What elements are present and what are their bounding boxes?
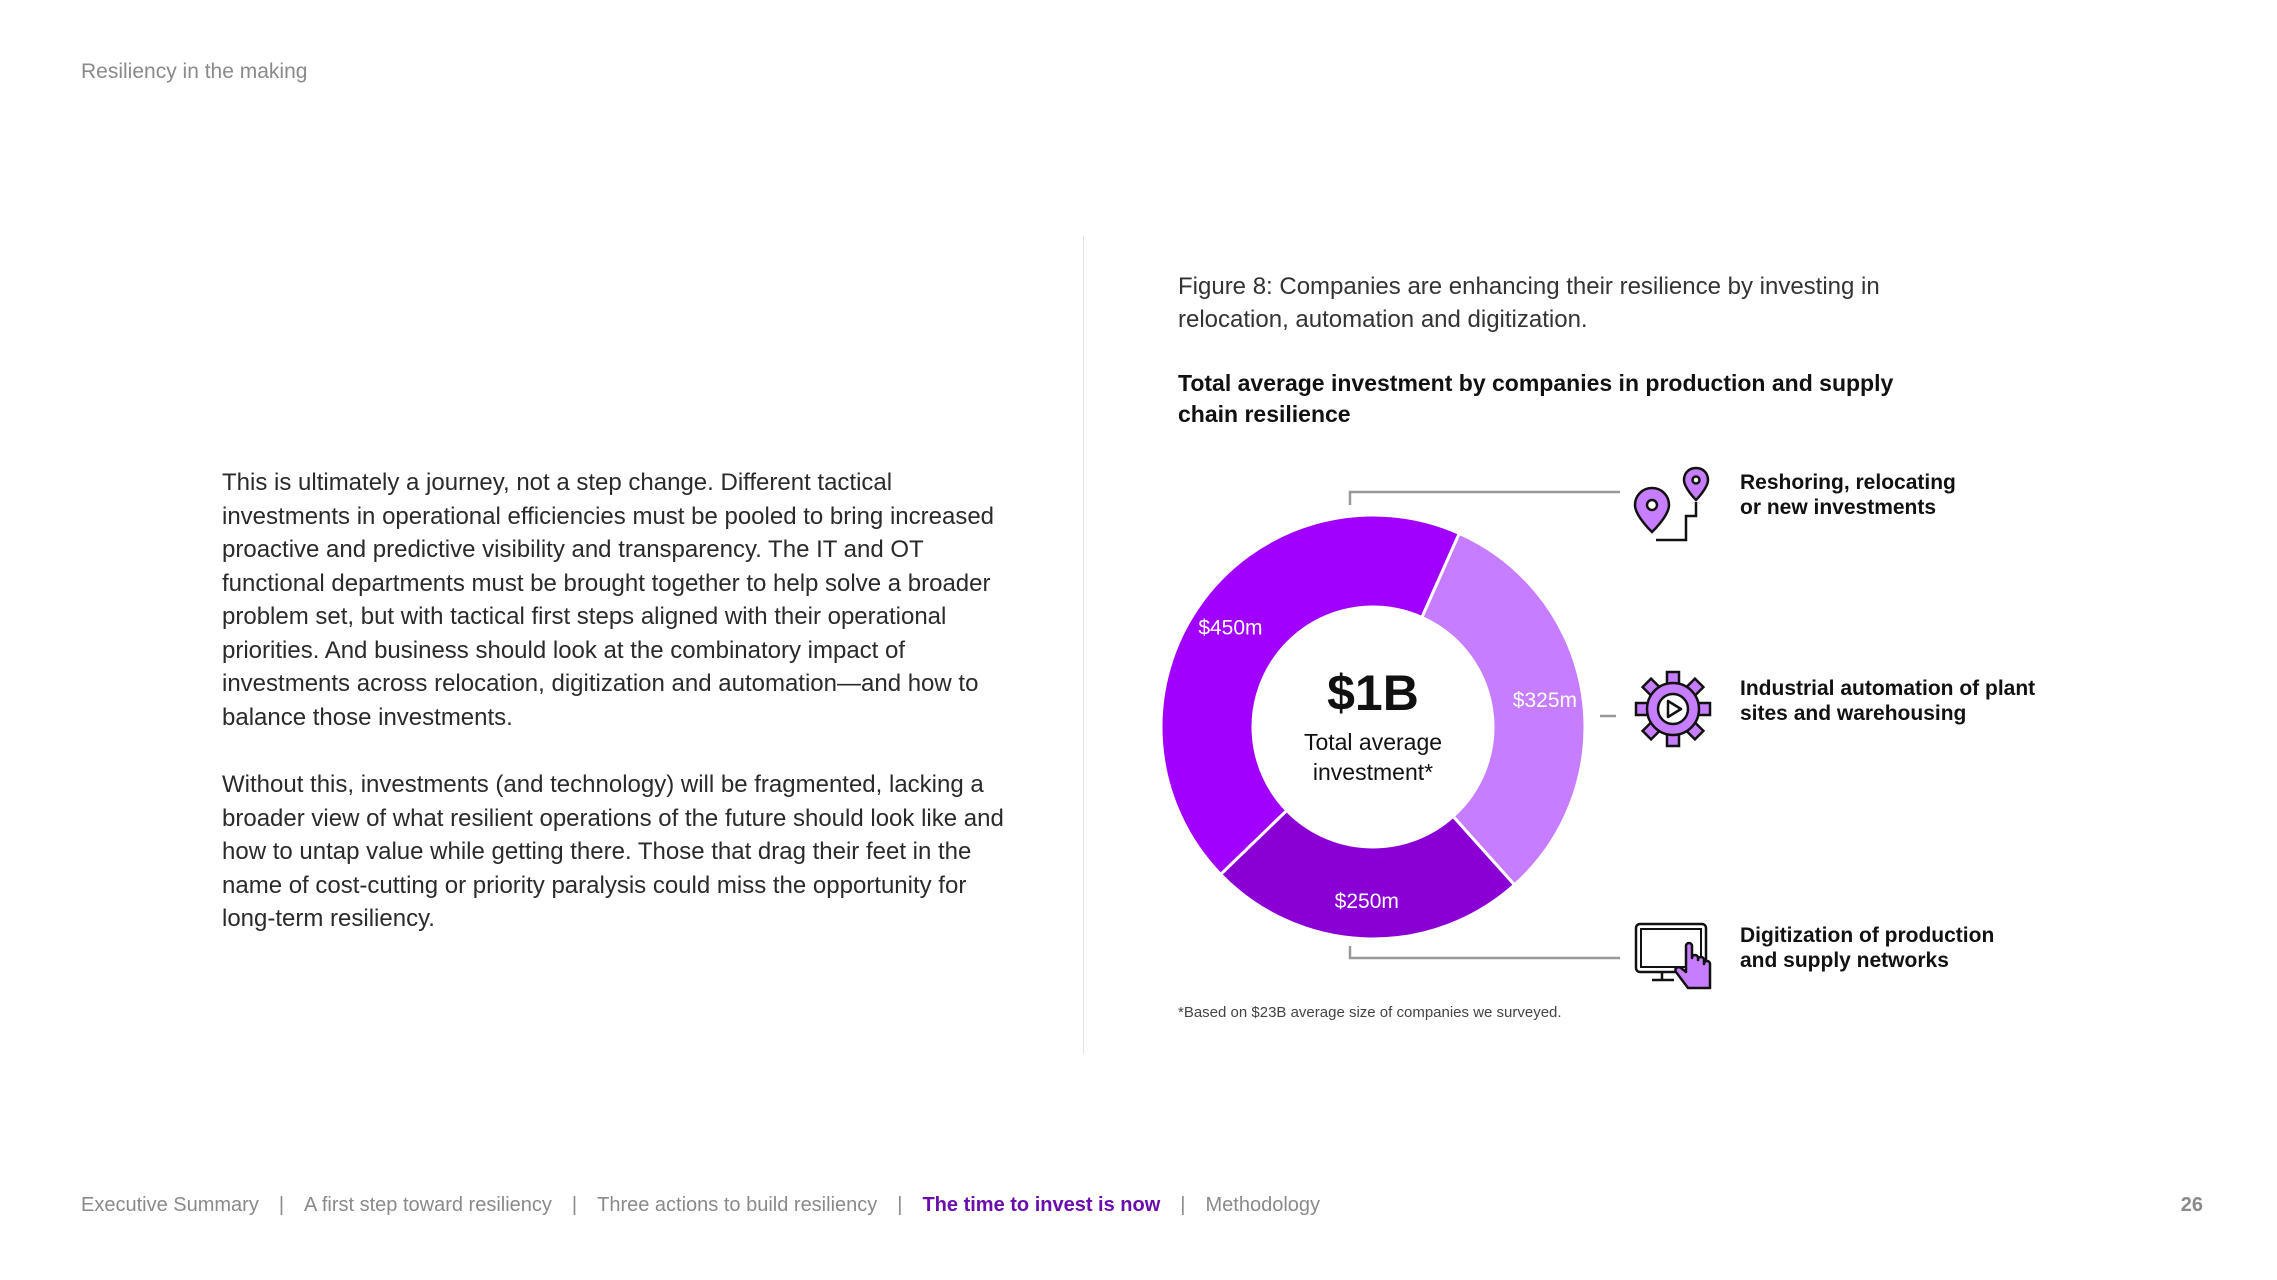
footer-nav: Executive Summary | A first step toward … bbox=[81, 1194, 1320, 1217]
nav-methodology[interactable]: Methodology bbox=[1205, 1194, 1321, 1216]
touch-screen-icon bbox=[1634, 922, 1712, 990]
segment-label-250m: $250m bbox=[1335, 890, 1399, 913]
nav-executive-summary[interactable]: Executive Summary bbox=[81, 1194, 259, 1216]
nav-separator: | bbox=[897, 1194, 903, 1216]
legend-reshoring: Reshoring, relocating or new investments bbox=[1740, 471, 1956, 519]
nav-separator: | bbox=[278, 1194, 285, 1216]
chart-center: $1B Total average investment* bbox=[1304, 665, 1442, 785]
body-text: This is ultimately a journey, not a step… bbox=[222, 466, 1022, 970]
figure-caption: Figure 8: Companies are enhancing their … bbox=[1178, 273, 1880, 333]
connector-lines bbox=[1348, 490, 1620, 960]
legend-reshoring-line-1: Reshoring, relocating bbox=[1740, 471, 1956, 494]
donut-slice-450m bbox=[1159, 513, 1462, 877]
body-paragraph-2: Without this, investments (and technolog… bbox=[222, 771, 1004, 932]
gear-play-icon bbox=[1634, 670, 1712, 748]
segment-label-450m: $450m bbox=[1198, 616, 1262, 639]
connector-bottom bbox=[1348, 946, 1620, 960]
page-number: 26 bbox=[2180, 1194, 2203, 1216]
legend-digitization-line-2: and supply networks bbox=[1740, 949, 1949, 972]
donut-slice-325m bbox=[1419, 531, 1587, 888]
donut-chart: $325m $250m $450m $1B Total average invest… bbox=[1159, 466, 2035, 990]
legend-automation-line-2: sites and warehousing bbox=[1740, 702, 1966, 725]
nav-separator: | bbox=[571, 1194, 578, 1216]
section-title: Resiliency in the making bbox=[81, 60, 308, 83]
map-pin-route-icon bbox=[1633, 466, 1710, 542]
connector-top bbox=[1348, 490, 1620, 505]
center-label-line-1: Total average bbox=[1304, 729, 1442, 755]
legend-automation: Industrial automation of plant sites and… bbox=[1740, 677, 2035, 725]
segment-label-325m: $325m bbox=[1513, 689, 1577, 712]
chart-footnote: *Based on $23B average size of companies… bbox=[1178, 1004, 1562, 1021]
body-paragraph-1: This is ultimately a journey, not a step… bbox=[222, 469, 995, 731]
vertical-divider bbox=[1083, 236, 1084, 1054]
chart-title: Total average investment by companies in… bbox=[1178, 370, 1894, 427]
legend-digitization: Digitization of production and supply ne… bbox=[1740, 924, 1994, 972]
nav-time-to-invest[interactable]: The time to invest is now bbox=[922, 1194, 1161, 1216]
center-value: $1B bbox=[1327, 665, 1419, 721]
nav-three-actions[interactable]: Three actions to build resiliency bbox=[597, 1194, 878, 1216]
legend-digitization-line-1: Digitization of production bbox=[1740, 924, 1994, 947]
nav-separator: | bbox=[1180, 1194, 1186, 1216]
donut-slices bbox=[1159, 513, 1587, 941]
donut-slice-250m bbox=[1218, 808, 1517, 941]
nav-first-step[interactable]: A first step toward resiliency bbox=[304, 1194, 552, 1216]
legend-automation-line-1: Industrial automation of plant bbox=[1740, 677, 2035, 700]
center-label-line-2: investment* bbox=[1313, 759, 1433, 785]
segment-labels: $325m $250m $450m bbox=[1198, 616, 1577, 913]
legend-reshoring-line-2: or new investments bbox=[1740, 496, 1936, 519]
